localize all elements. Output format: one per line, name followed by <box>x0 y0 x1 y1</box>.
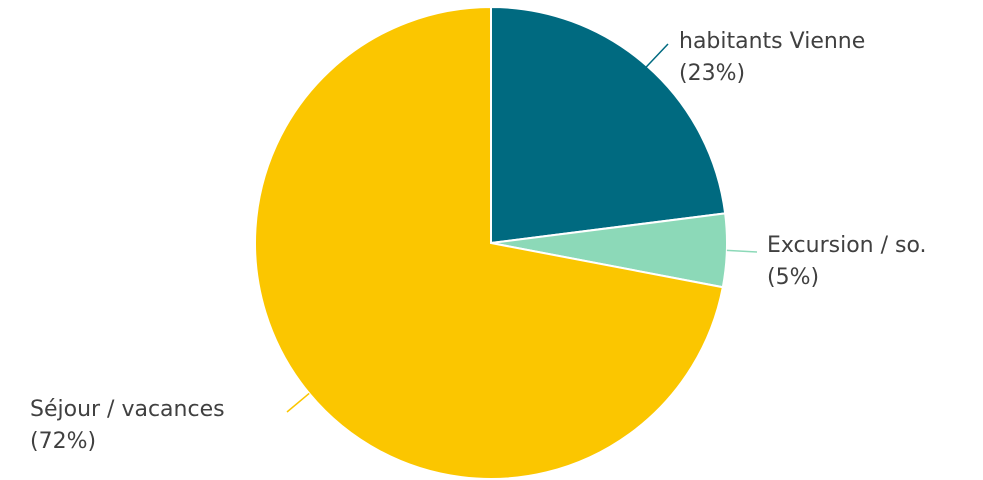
slice-label-value-0: (23%) <box>679 61 745 86</box>
slice-label-value-2: (72%) <box>30 429 96 454</box>
slice-label-name-0: habitants Vienne <box>679 29 865 54</box>
pie-slices <box>254 5 728 480</box>
slice-label-name-1: Excursion / so. <box>767 233 927 258</box>
slice-labels: habitants Vienne (23%) Excursion / so. (5%)… <box>30 29 927 454</box>
leader-line-1 <box>726 249 758 253</box>
leader-line-2 <box>286 392 310 413</box>
leader-lines <box>286 43 758 413</box>
leader-line-0 <box>644 43 669 69</box>
slice-label-value-1: (5%) <box>767 265 819 290</box>
pie-slice-2 <box>254 5 724 480</box>
slice-label-name-2: Séjour / vacances <box>30 397 225 422</box>
